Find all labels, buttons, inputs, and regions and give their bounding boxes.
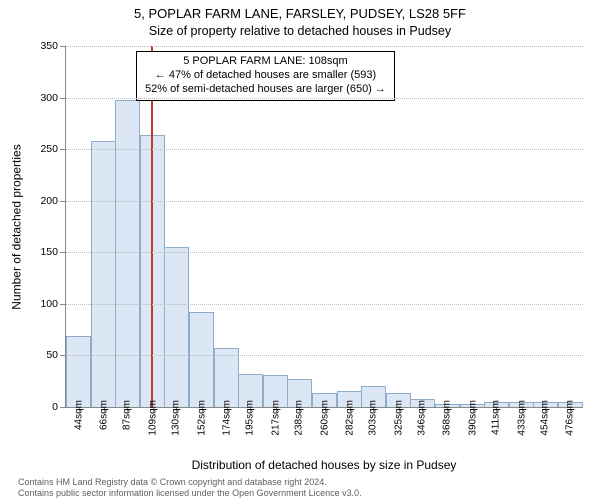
x-tick-label: 476sqm xyxy=(565,400,576,436)
y-tick xyxy=(60,46,66,47)
x-tick-label: 368sqm xyxy=(442,400,453,436)
x-tick-label: 217sqm xyxy=(270,400,281,436)
y-tick-label: 250 xyxy=(40,143,58,155)
y-tick-label: 350 xyxy=(40,40,58,52)
annotation-box: 5 POPLAR FARM LANE: 108sqm ← 47% of deta… xyxy=(136,51,395,101)
x-tick-label: 282sqm xyxy=(344,400,355,436)
grid-line xyxy=(66,98,583,99)
y-axis-label-wrap: Number of detached properties xyxy=(10,46,24,408)
x-tick-label: 195sqm xyxy=(245,400,256,436)
y-tick-label: 150 xyxy=(40,246,58,258)
plot-area: 5 POPLAR FARM LANE: 108sqm ← 47% of deta… xyxy=(65,46,583,408)
x-tick-label: 174sqm xyxy=(221,400,232,436)
grid-line xyxy=(66,252,583,253)
x-tick-label: 303sqm xyxy=(368,400,379,436)
x-tick-label: 44sqm xyxy=(73,400,84,430)
footer-line-2: Contains public sector information licen… xyxy=(18,488,362,498)
chart-subtitle: Size of property relative to detached ho… xyxy=(0,24,600,38)
x-axis-label: Distribution of detached houses by size … xyxy=(65,458,583,472)
annotation-line-2: ← 47% of detached houses are smaller (59… xyxy=(145,69,386,83)
x-tick-label: 325sqm xyxy=(393,400,404,436)
y-tick-label: 100 xyxy=(40,298,58,310)
x-tick-label: 454sqm xyxy=(540,400,551,436)
x-tick-label: 238sqm xyxy=(294,400,305,436)
y-tick-label: 300 xyxy=(40,92,58,104)
grid-line xyxy=(66,355,583,356)
footer-attribution: Contains HM Land Registry data © Crown c… xyxy=(18,477,362,498)
annotation-line-3: 52% of semi-detached houses are larger (… xyxy=(145,83,386,97)
y-tick xyxy=(60,149,66,150)
annotation-line-1: 5 POPLAR FARM LANE: 108sqm xyxy=(145,55,386,69)
histogram-bar xyxy=(91,141,115,407)
x-tick-label: 152sqm xyxy=(196,400,207,436)
grid-line xyxy=(66,46,583,47)
y-tick xyxy=(60,252,66,253)
footer-line-1: Contains HM Land Registry data © Crown c… xyxy=(18,477,362,487)
figure-root: 5, POPLAR FARM LANE, FARSLEY, PUDSEY, LS… xyxy=(0,0,600,500)
y-tick xyxy=(60,98,66,99)
histogram-bar xyxy=(164,247,188,407)
x-tick-label: 433sqm xyxy=(516,400,527,436)
x-tick-label: 260sqm xyxy=(319,400,330,436)
grid-line xyxy=(66,149,583,150)
histogram-bar xyxy=(66,336,90,407)
x-tick-label: 346sqm xyxy=(417,400,428,436)
y-tick-label: 50 xyxy=(46,349,58,361)
histogram-bar xyxy=(115,100,139,407)
x-tick-label: 130sqm xyxy=(171,400,182,436)
y-tick-label: 0 xyxy=(52,401,58,413)
x-tick-label: 66sqm xyxy=(98,400,109,430)
y-tick xyxy=(60,407,66,408)
x-tick-label: 390sqm xyxy=(467,400,478,436)
y-tick xyxy=(60,304,66,305)
grid-line xyxy=(66,201,583,202)
x-tick-label: 87sqm xyxy=(122,400,133,430)
y-tick xyxy=(60,355,66,356)
x-tick-label: 411sqm xyxy=(491,400,502,435)
chart-title: 5, POPLAR FARM LANE, FARSLEY, PUDSEY, LS… xyxy=(0,6,600,21)
x-tick-label: 109sqm xyxy=(147,400,158,436)
histogram-bar xyxy=(214,348,238,407)
y-axis-label: Number of detached properties xyxy=(10,144,24,309)
y-tick-label: 200 xyxy=(40,195,58,207)
grid-line xyxy=(66,304,583,305)
y-tick xyxy=(60,201,66,202)
histogram-bar xyxy=(189,312,213,407)
